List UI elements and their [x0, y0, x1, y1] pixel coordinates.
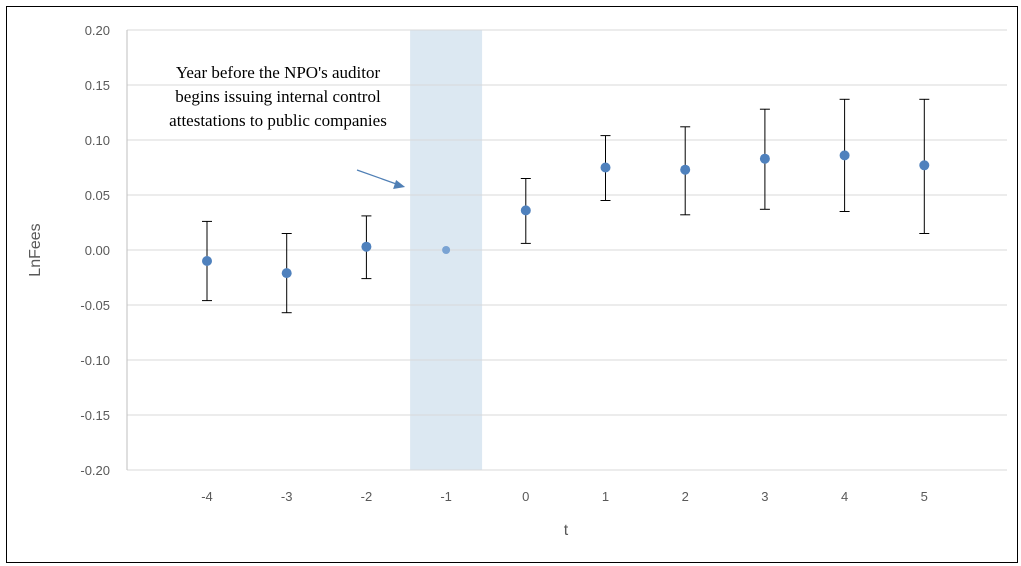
y-tick-label: 0.05 — [85, 188, 110, 203]
x-tick-label: -3 — [281, 489, 293, 504]
data-point — [600, 162, 611, 173]
data-point — [202, 256, 212, 266]
data-point — [680, 164, 691, 175]
annotation-line: Year before the NPO's auditor — [176, 63, 381, 82]
y-tick-label: -0.05 — [80, 298, 110, 313]
arrow-shaft — [356, 169, 400, 186]
data-point — [361, 241, 372, 252]
x-tick-label: -4 — [201, 489, 213, 504]
annotation-line: attestations to public companies — [169, 111, 387, 130]
x-axis-title: t — [564, 522, 569, 539]
x-tick-labels: -4 -3 -2 -1 0 1 2 3 4 5 — [201, 489, 928, 504]
data-points — [202, 150, 930, 279]
data-point — [919, 160, 930, 171]
y-tick-label: -0.10 — [80, 353, 110, 368]
x-tick-label: 5 — [921, 489, 928, 504]
y-axis-title: LnFees — [27, 223, 44, 276]
data-point — [281, 268, 292, 279]
x-tick-label: -2 — [361, 489, 373, 504]
y-tick-label: 0.15 — [85, 78, 110, 93]
gridlines — [127, 29, 1007, 471]
y-tick-label: 0.20 — [85, 23, 110, 38]
x-tick-label: 4 — [841, 489, 848, 504]
y-tick-label: 0.00 — [85, 243, 110, 258]
data-point — [839, 150, 850, 161]
x-tick-label: -1 — [440, 489, 452, 504]
x-tick-label: 2 — [682, 489, 689, 504]
annotation: Year before the NPO's auditor begins issu… — [169, 63, 387, 130]
y-tick-labels: 0.20 0.15 0.10 0.05 0.00 -0.05 -0.10 -0.15 -0.20 — [80, 23, 110, 478]
chart-frame: 0.20 0.15 0.10 0.05 0.00 -0.05 -0.10 -0.15 -0.20… — [6, 6, 1018, 563]
error-bars — [202, 98, 930, 314]
arrow-head — [393, 180, 406, 189]
annotation-arrow — [356, 169, 406, 189]
x-tick-label: 1 — [602, 489, 609, 504]
y-tick-label: 0.10 — [85, 133, 110, 148]
x-tick-label: 0 — [522, 489, 529, 504]
data-point — [759, 153, 770, 164]
data-point — [520, 205, 531, 216]
x-tick-label: 3 — [761, 489, 768, 504]
y-tick-label: -0.15 — [80, 408, 110, 423]
data-point — [442, 246, 451, 254]
y-tick-label: -0.20 — [80, 463, 110, 478]
annotation-line: begins issuing internal control — [175, 87, 381, 106]
event-study-chart: 0.20 0.15 0.10 0.05 0.00 -0.05 -0.10 -0.15 -0.20… — [27, 23, 1007, 539]
